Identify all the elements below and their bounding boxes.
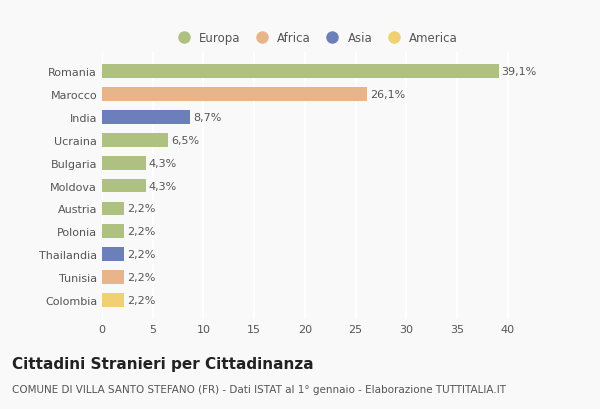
Text: 2,2%: 2,2% (127, 295, 156, 305)
Text: 2,2%: 2,2% (127, 204, 156, 214)
Bar (102, 179, 146, 193)
Bar (102, 65, 499, 79)
Text: 8,7%: 8,7% (193, 113, 221, 123)
Text: 6,5%: 6,5% (171, 135, 199, 146)
Text: COMUNE DI VILLA SANTO STEFANO (FR) - Dati ISTAT al 1° gennaio - Elaborazione TUT: COMUNE DI VILLA SANTO STEFANO (FR) - Dat… (12, 384, 506, 394)
Bar (102, 157, 146, 170)
Text: 4,3%: 4,3% (149, 158, 177, 168)
Text: 26,1%: 26,1% (370, 90, 405, 100)
Bar (102, 111, 190, 124)
Text: 2,2%: 2,2% (127, 227, 156, 237)
Legend: Europa, Africa, Asia, America: Europa, Africa, Asia, America (167, 27, 463, 49)
Text: 4,3%: 4,3% (149, 181, 177, 191)
Bar (102, 134, 168, 147)
Bar (102, 293, 124, 307)
Bar (102, 88, 367, 102)
Text: 39,1%: 39,1% (502, 67, 537, 77)
Bar (102, 225, 124, 238)
Bar (102, 248, 124, 261)
Text: 2,2%: 2,2% (127, 249, 156, 259)
Text: 2,2%: 2,2% (127, 272, 156, 282)
Bar (102, 270, 124, 284)
Bar (102, 202, 124, 216)
Text: Cittadini Stranieri per Cittadinanza: Cittadini Stranieri per Cittadinanza (12, 356, 314, 371)
